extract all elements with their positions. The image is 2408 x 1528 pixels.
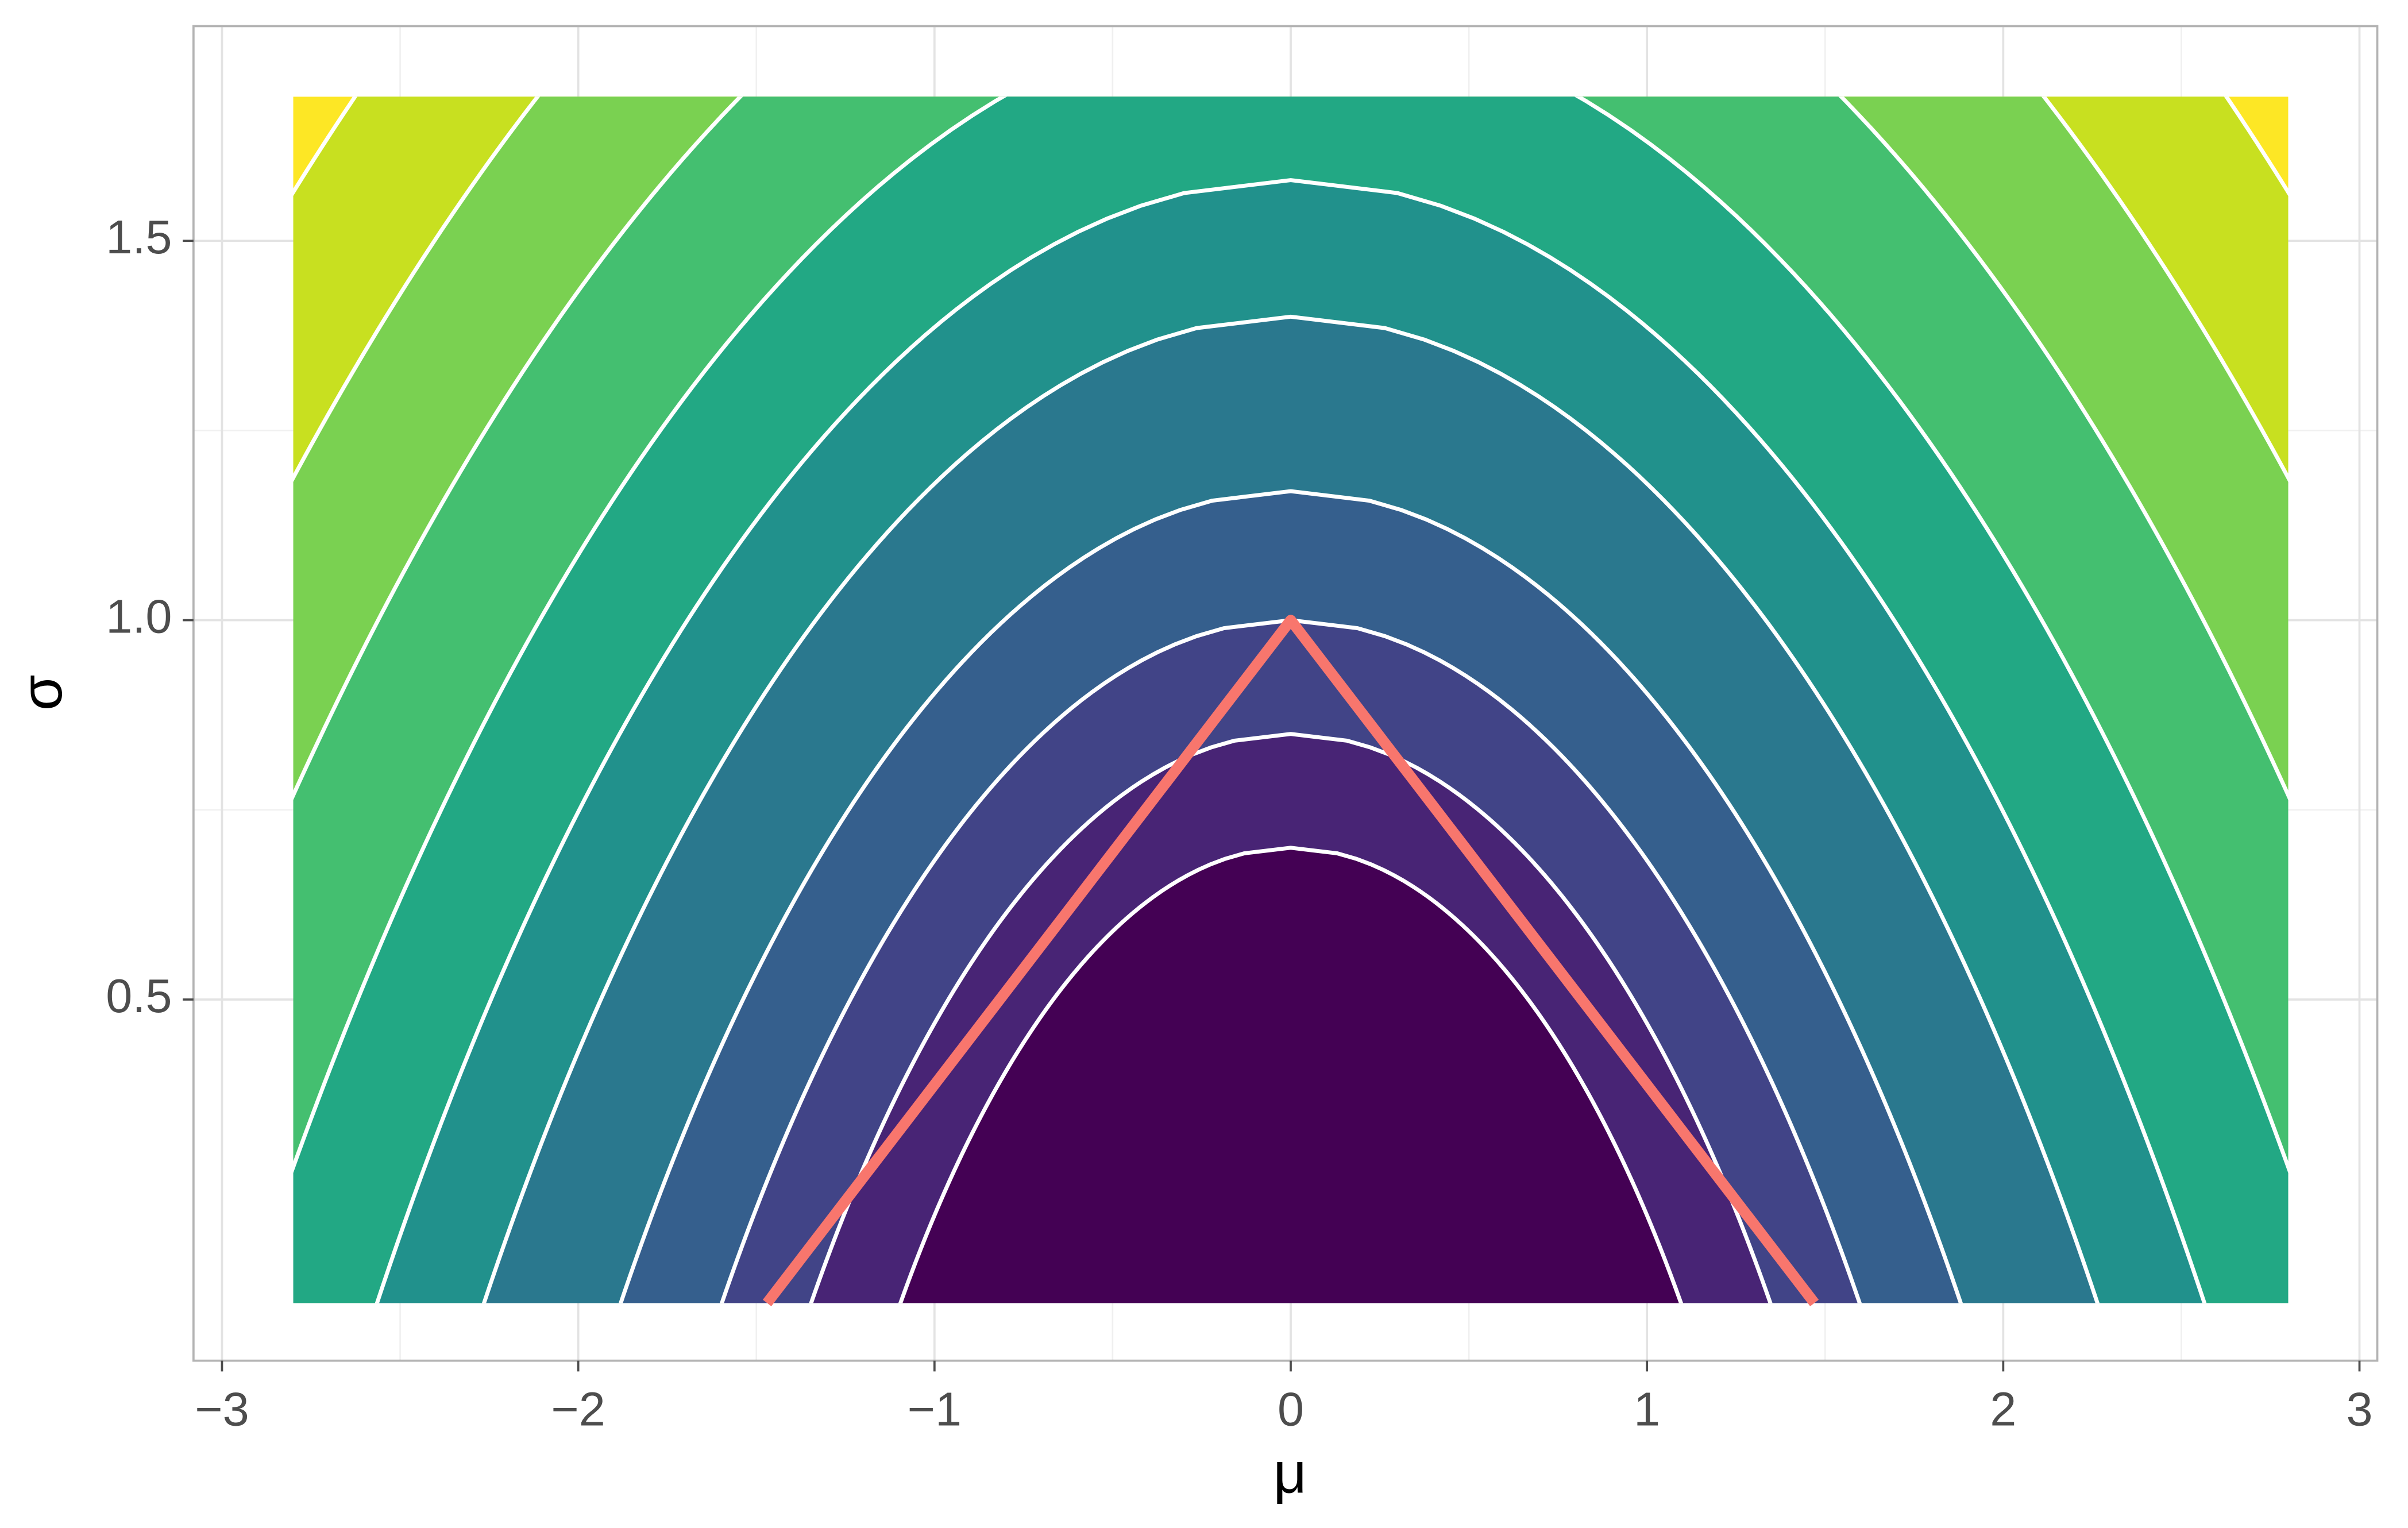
x-tick-label: −1 [908, 1382, 962, 1436]
y-tick-label: 0.5 [106, 969, 172, 1022]
panel-border [192, 25, 2379, 1362]
x-tick-label: 3 [2346, 1382, 2372, 1436]
x-tick-label: 1 [1634, 1382, 1660, 1436]
line-series [762, 615, 1819, 1307]
x-tick-label: −3 [195, 1382, 249, 1436]
x-axis-title: μ [1273, 1440, 1307, 1506]
x-tick-label: 2 [1990, 1382, 2016, 1436]
contour-band [898, 846, 1684, 1303]
y-tick-label: 1.0 [106, 590, 172, 643]
x-tick-label: 0 [1278, 1382, 1304, 1436]
y-axis-title: σ [9, 674, 74, 711]
x-tick-label: −2 [551, 1382, 605, 1436]
y-tick-label: 1.5 [106, 210, 172, 264]
